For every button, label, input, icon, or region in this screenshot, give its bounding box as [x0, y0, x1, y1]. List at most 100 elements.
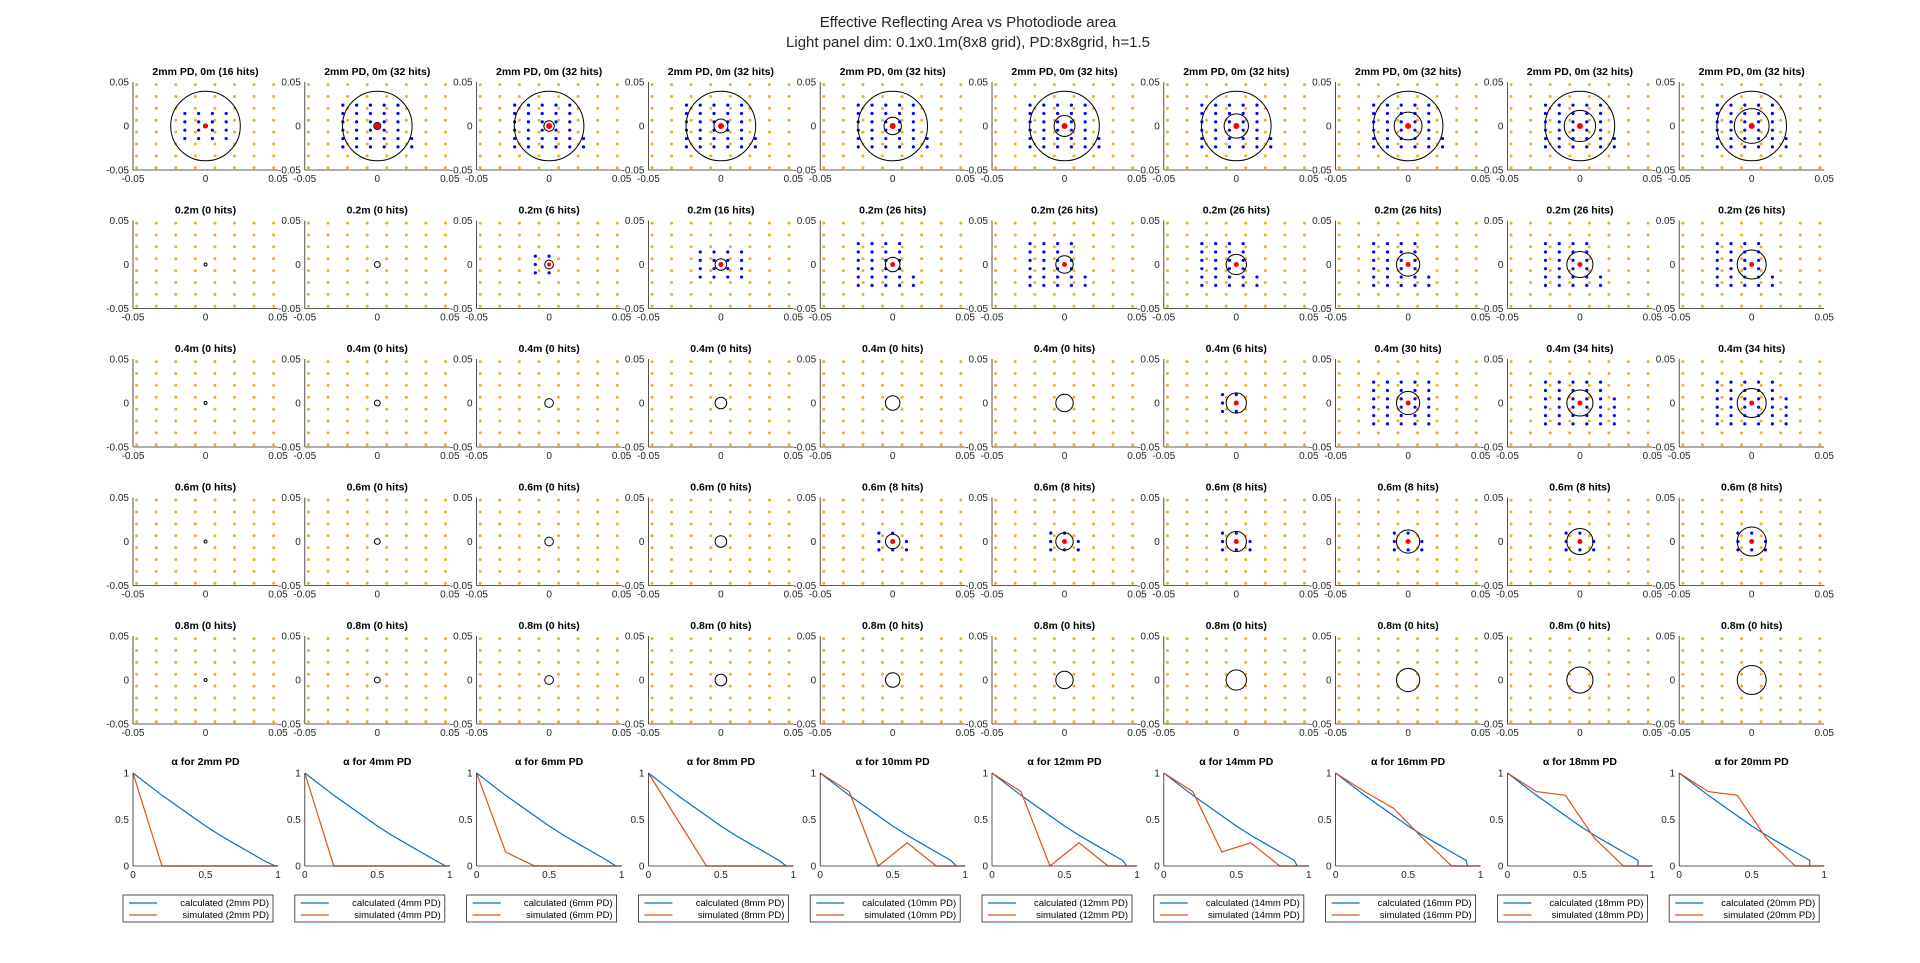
reflector-point [1474, 443, 1478, 447]
y-tick-label: 0 [1670, 260, 1676, 271]
reflector-point [900, 245, 904, 249]
reflector-point [233, 431, 236, 435]
reflector-point [135, 154, 139, 158]
y-tick-label: -0.05 [965, 581, 988, 592]
reflector-point [615, 534, 619, 538]
reflector-point [193, 569, 197, 573]
y-tick-label: 0.05 [1484, 355, 1504, 366]
x-tick-label: 0.05 [955, 313, 975, 324]
hit-point [1598, 380, 1603, 384]
y-tick-label: 0 [811, 260, 817, 271]
reflector-point [822, 498, 826, 502]
reflector-point [272, 546, 276, 550]
reflector-point [576, 304, 580, 308]
reflector-point [1509, 118, 1513, 122]
reflector-point [615, 372, 619, 376]
reflector-point [1131, 443, 1135, 447]
reflector-point [900, 569, 904, 573]
reflector-point [1205, 269, 1209, 273]
reflector-point [881, 130, 885, 134]
reflector-point [346, 720, 350, 724]
reflector-point [670, 83, 674, 87]
reflector-point [1700, 233, 1704, 237]
reflector-point [576, 407, 580, 411]
reflector-point [1607, 304, 1611, 308]
pd-circle [714, 258, 728, 271]
reflector-point [1033, 166, 1037, 170]
hit-point [368, 120, 373, 124]
reflector-point [1092, 637, 1095, 641]
reflector-point [1337, 510, 1341, 514]
reflector-point [1626, 546, 1630, 550]
reflector-point [272, 106, 276, 110]
hit-point [1770, 388, 1774, 393]
panel-title: 0.4m (0 hits) [862, 343, 923, 355]
reflector-point [1681, 522, 1685, 526]
reflector-point [615, 269, 619, 273]
reflector-point [193, 696, 197, 700]
reflector-point [1337, 118, 1341, 122]
hit-point [1427, 275, 1431, 279]
reflector-point [537, 649, 541, 653]
reflector-point [1337, 419, 1341, 423]
reflector-point [1185, 708, 1189, 712]
reflector-point [1435, 130, 1439, 134]
reflector-point [900, 360, 904, 364]
hit-point [1770, 111, 1774, 116]
reflector-point [1607, 696, 1611, 700]
pd-circle [544, 536, 554, 547]
reflector-point [404, 95, 408, 99]
reflector-point [385, 510, 389, 514]
reflector-point [1759, 245, 1763, 249]
reflector-point [326, 395, 330, 399]
hit-point [1028, 103, 1032, 107]
reflector-point [1111, 221, 1115, 225]
x-tick-label: 0 [1234, 728, 1240, 739]
reflector-point [939, 83, 943, 87]
y-tick-label: 0 [1326, 399, 1332, 410]
reflector-point [787, 498, 791, 502]
reflector-point [1474, 95, 1478, 99]
reflector-point [689, 708, 693, 712]
hit-point [1069, 275, 1073, 279]
reflector-point [1529, 292, 1533, 296]
reflector-point [1646, 522, 1650, 526]
reflector-point [557, 546, 561, 550]
hit-point [870, 120, 874, 124]
reflector-point [537, 154, 541, 158]
pd-circle [857, 90, 929, 162]
hit-point [1372, 136, 1376, 141]
reflector-point [1131, 419, 1135, 423]
x-tick-label: 0 [1234, 590, 1240, 601]
reflector-point [1033, 431, 1037, 435]
x-tick-label: 0.05 [1471, 174, 1491, 185]
reflector-point [1700, 637, 1704, 641]
reflector-point [920, 383, 924, 387]
reflector-point [193, 269, 197, 273]
hit-point [1743, 128, 1747, 132]
reflector-point [404, 281, 408, 285]
reflector-point [689, 431, 693, 435]
reflector-point [135, 581, 139, 585]
reflector-point [1740, 637, 1744, 641]
reflector-point [306, 233, 310, 237]
reflector-point [213, 546, 217, 550]
reflector-point [596, 534, 600, 538]
reflector-point [822, 522, 826, 526]
reflector-point [1529, 660, 1533, 664]
hit-point [884, 275, 888, 279]
reflector-point [1111, 660, 1115, 664]
reflector-point [576, 510, 580, 514]
hit-point [540, 145, 544, 149]
reflector-point [213, 154, 217, 158]
pd-circle [373, 538, 381, 545]
x-tick-label: -0.05 [1152, 313, 1175, 324]
reflector-point [1357, 419, 1361, 423]
y-tick-label: 0 [295, 676, 301, 687]
hit-point [1214, 267, 1218, 271]
reflector-point [994, 383, 998, 387]
reflector-point [689, 233, 693, 237]
reflector-point [326, 696, 330, 700]
